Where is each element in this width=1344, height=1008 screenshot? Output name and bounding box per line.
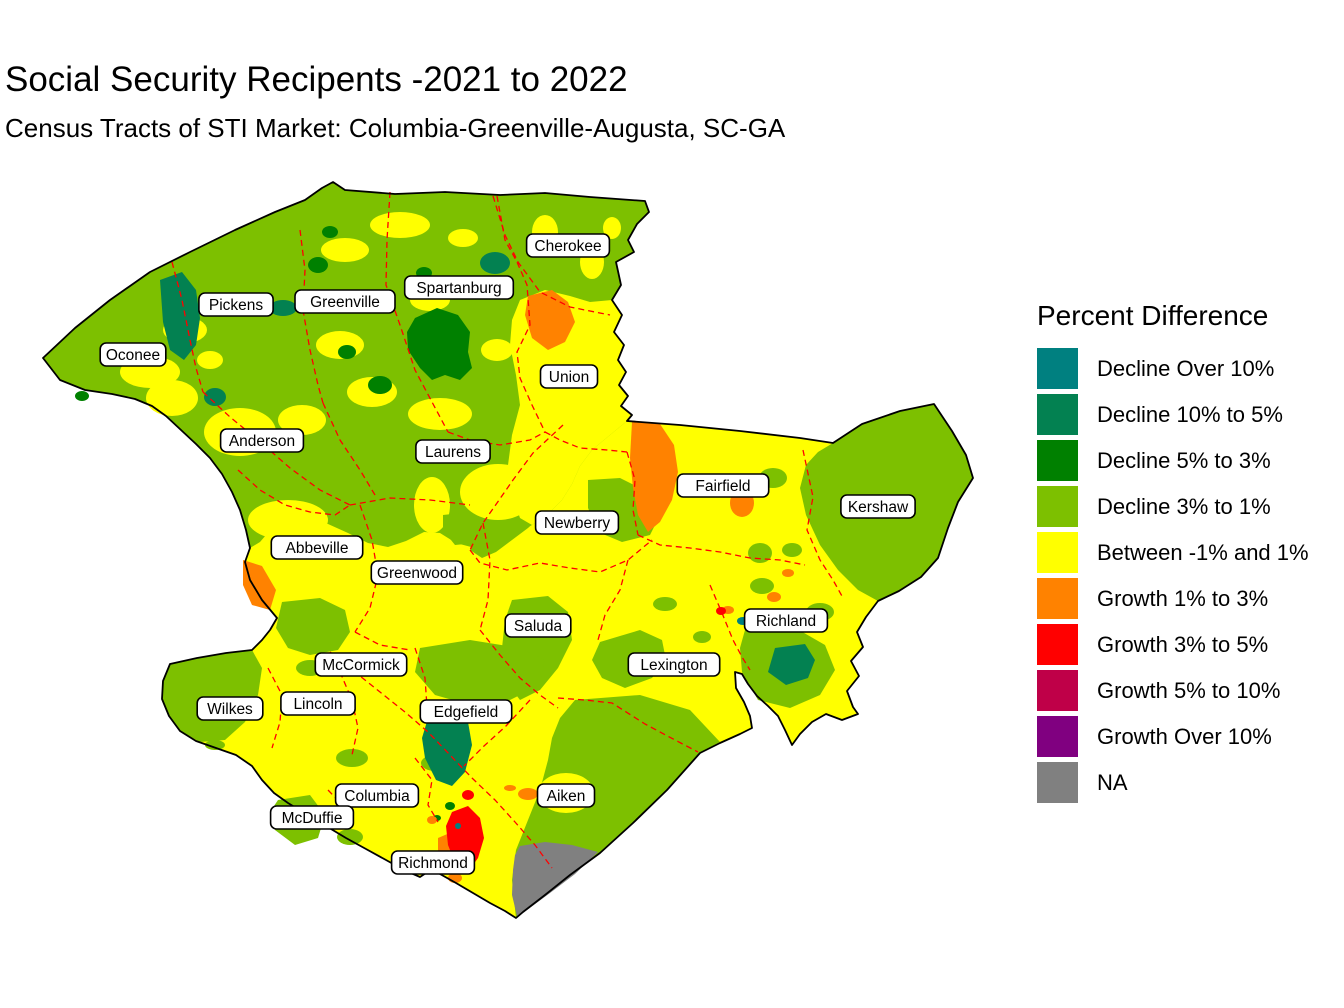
county-label-box [99, 342, 167, 367]
county-label: Greenville [310, 294, 380, 311]
county-label-box [198, 292, 274, 317]
county-label-box [534, 510, 620, 535]
county-label: Columbia [344, 788, 410, 805]
county-label: Newberry [544, 515, 611, 532]
page-subtitle: Census Tracts of STI Market: Columbia-Gr… [5, 113, 786, 143]
census-tract-cluster-union [508, 290, 632, 525]
county-label-box [314, 652, 408, 677]
county-label-box [294, 289, 396, 314]
county-label: Kershaw [848, 499, 909, 516]
county-label: Edgefield [434, 704, 499, 721]
choropleth-map: Cherokee Pickens Greenville Spartanburg Ocon… [42, 181, 974, 919]
census-tract [803, 548, 821, 562]
legend-swatch [1037, 624, 1078, 665]
county-label-box [504, 613, 572, 638]
county-label: Anderson [229, 433, 295, 450]
legend-item: NA [1037, 762, 1337, 803]
legend-label: Growth Over 10% [1097, 723, 1272, 749]
county-label: Abbeville [286, 540, 349, 557]
county-label: Lexington [640, 657, 707, 674]
legend-swatch [1037, 440, 1078, 481]
na-tract [512, 842, 598, 916]
legend-label: Decline Over 10% [1097, 355, 1275, 381]
green-tracts [75, 226, 510, 406]
legend-item: Between -1% and 1% [1037, 532, 1337, 573]
legend-label: Decline 3% to 1% [1097, 493, 1271, 519]
county-label-box [334, 783, 420, 808]
legend-label: Decline 10% to 5% [1097, 401, 1283, 427]
legend-item: Growth 5% to 10% [1037, 670, 1337, 711]
legend-label: NA [1097, 769, 1128, 795]
county-label-box [539, 364, 599, 389]
legend-swatch [1037, 670, 1078, 711]
county-label: McDuffie [282, 810, 343, 827]
legend-swatch [1037, 762, 1078, 803]
county-label-box [743, 608, 829, 633]
county-label-box [390, 850, 476, 875]
county-label: Cherokee [534, 238, 601, 255]
county-label-box [370, 560, 464, 585]
county-label-box [525, 233, 611, 258]
county-label-box [269, 805, 355, 830]
legend-label: Growth 3% to 5% [1097, 631, 1269, 657]
county-labels: Cherokee Pickens Greenville Spartanburg Ocon… [99, 233, 916, 875]
county-label-box [280, 691, 356, 716]
legend-swatch [1037, 532, 1078, 573]
county-label: Laurens [425, 444, 481, 461]
legend-title: Percent Difference [1037, 300, 1269, 331]
page-title: Social Security Recipents -2021 to 2022 [5, 60, 628, 99]
legend-item: Decline 5% to 3% [1037, 440, 1337, 481]
county-label: Union [549, 369, 590, 386]
county-label: Richland [756, 613, 816, 630]
legend-item: Growth 3% to 5% [1037, 624, 1337, 665]
county-label: Lincoln [293, 696, 342, 713]
legend-item: Decline 3% to 1% [1037, 486, 1337, 527]
county-label: Spartanburg [416, 280, 501, 297]
legend-item: Decline Over 10% [1037, 348, 1337, 389]
legend-label: Between -1% and 1% [1097, 539, 1309, 565]
legend-swatch [1037, 394, 1078, 435]
county-label: Saluda [514, 618, 563, 635]
county-label: Fairfield [695, 478, 750, 495]
county-label-box [196, 696, 264, 721]
legend-label: Growth 1% to 3% [1097, 585, 1269, 611]
county-label-box [840, 494, 916, 519]
legend-swatch [1037, 486, 1078, 527]
legend-label: Decline 5% to 3% [1097, 447, 1271, 473]
county-label: Aiken [547, 788, 586, 805]
county-label-box [419, 699, 513, 724]
county-label-box [403, 275, 515, 300]
legend-items: Decline Over 10% Decline 10% to 5% Decline… [1037, 348, 1337, 803]
legend-swatch [1037, 348, 1078, 389]
county-label: Pickens [209, 297, 264, 314]
county-label: McCormick [322, 657, 400, 674]
map-region-outline [42, 181, 974, 919]
legend-item: Decline 10% to 5% [1037, 394, 1337, 435]
county-label: Richmond [398, 855, 468, 872]
county-label-box [536, 783, 596, 808]
county-label-box [415, 439, 491, 464]
legend-swatch [1037, 716, 1078, 757]
legend-item: Growth Over 10% [1037, 716, 1337, 757]
county-label: Wilkes [207, 701, 253, 718]
county-label: Greenwood [377, 565, 457, 582]
county-label-box [219, 428, 305, 453]
legend-swatch [1037, 578, 1078, 619]
county-label-box [676, 473, 770, 498]
green-tracts-south [422, 644, 815, 821]
legend-item: Growth 1% to 3% [1037, 578, 1337, 619]
county-borders [171, 191, 844, 869]
county-label: Oconee [106, 347, 160, 364]
county-label-box [270, 535, 364, 560]
county-label-box [627, 652, 721, 677]
legend: Percent Difference Decline Over 10% Decli… [1037, 300, 1337, 808]
legend-label: Growth 5% to 10% [1097, 677, 1281, 703]
